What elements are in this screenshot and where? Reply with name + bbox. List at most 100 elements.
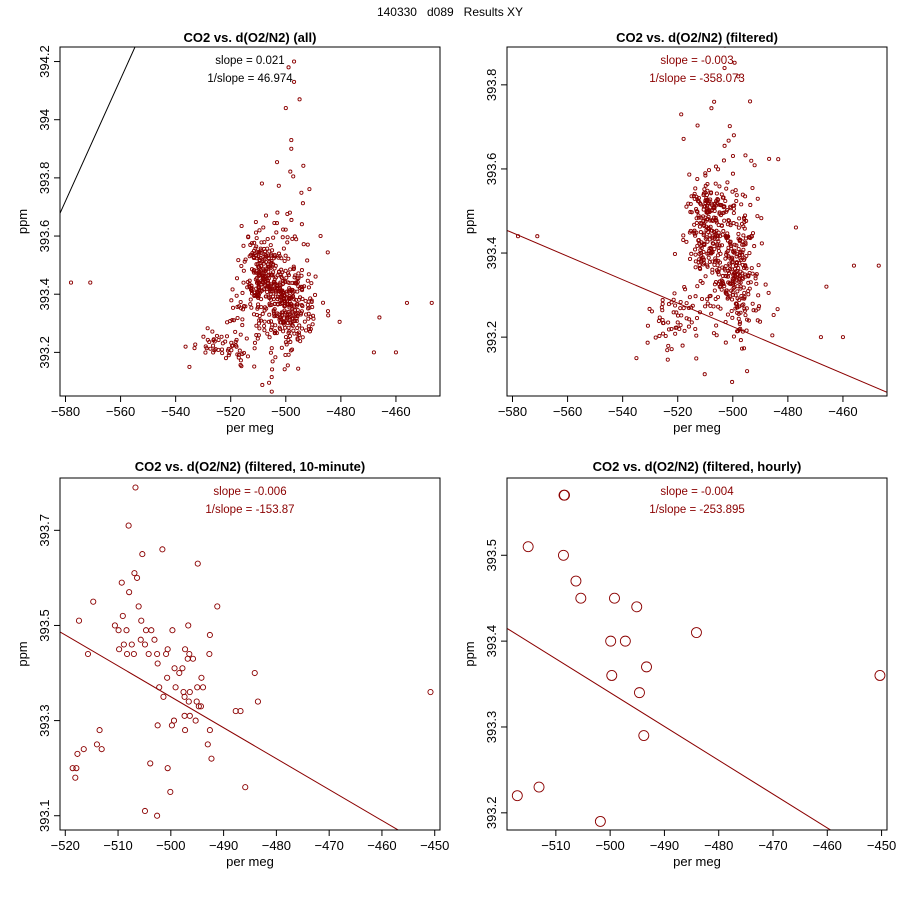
data-point — [194, 560, 201, 567]
data-point — [712, 236, 717, 241]
data-point — [660, 301, 665, 306]
data-point — [684, 239, 689, 244]
data-point — [293, 308, 298, 313]
data-point — [269, 282, 274, 287]
data-point — [702, 372, 707, 377]
data-point — [223, 356, 229, 361]
data-point — [310, 305, 315, 310]
slope-annotation: slope = -0.003 — [660, 55, 733, 67]
data-point — [164, 674, 171, 681]
data-point — [254, 280, 260, 285]
data-point — [249, 291, 255, 296]
data-point — [734, 243, 739, 248]
data-point — [257, 272, 262, 277]
data-point — [733, 293, 738, 298]
data-point — [709, 311, 714, 316]
data-point — [265, 289, 270, 295]
data-point — [737, 216, 742, 221]
data-point — [237, 708, 244, 715]
data-point — [634, 687, 645, 699]
data-point — [776, 157, 781, 162]
data-point — [265, 331, 270, 336]
data-point — [743, 236, 748, 241]
data-point — [172, 684, 179, 691]
data-point — [724, 186, 729, 191]
data-point — [269, 346, 274, 351]
data-point — [711, 331, 716, 336]
data-point — [242, 259, 247, 264]
data-point — [256, 250, 261, 255]
data-point — [169, 627, 176, 634]
data-point — [750, 271, 755, 276]
data-point — [194, 684, 201, 691]
x-tick-label: −520 — [663, 404, 692, 419]
data-point — [535, 234, 540, 239]
data-point — [720, 232, 725, 237]
data-point — [234, 344, 239, 349]
data-point — [666, 343, 671, 348]
data-point — [337, 319, 342, 324]
chart-title: CO2 vs. d(O2/N2) (filtered, hourly) — [593, 459, 802, 474]
data-point — [752, 163, 757, 168]
data-point — [259, 240, 264, 245]
x-tick-label: −490 — [209, 838, 238, 853]
data-point — [205, 326, 210, 331]
data-point — [326, 313, 331, 318]
data-point — [404, 300, 410, 305]
data-point — [273, 263, 278, 268]
data-point — [283, 340, 288, 345]
data-point — [731, 334, 737, 339]
data-point — [736, 246, 741, 252]
data-point — [299, 311, 304, 316]
data-point — [297, 97, 302, 102]
data-point — [730, 379, 735, 385]
data-point — [240, 323, 245, 328]
data-point — [181, 712, 188, 719]
data-point — [84, 650, 92, 658]
data-point — [186, 712, 193, 719]
data-point — [299, 430, 302, 433]
data-point — [214, 603, 221, 610]
data-point — [703, 215, 708, 220]
data-point — [732, 60, 737, 65]
data-point — [268, 327, 274, 332]
data-point — [695, 243, 700, 248]
data-point — [236, 258, 241, 263]
data-point — [262, 323, 267, 329]
data-point — [139, 551, 146, 558]
data-point — [686, 305, 691, 311]
plot-area — [60, 47, 434, 433]
fit-line — [507, 627, 832, 830]
data-point — [141, 807, 149, 815]
data-point — [198, 674, 205, 681]
x-tick-label: −510 — [541, 838, 570, 853]
data-point — [305, 302, 310, 307]
data-point — [793, 225, 798, 230]
data-point — [682, 284, 687, 290]
data-point — [300, 304, 305, 309]
data-point — [693, 265, 698, 270]
data-point — [742, 264, 747, 269]
data-point — [702, 231, 707, 236]
data-point — [267, 303, 272, 308]
data-point — [714, 233, 719, 238]
data-point — [746, 288, 751, 294]
data-point — [684, 316, 689, 321]
data-point — [293, 273, 298, 278]
data-point — [69, 765, 76, 772]
data-point — [876, 263, 881, 268]
data-point — [741, 285, 746, 290]
data-point — [285, 240, 290, 245]
data-point — [749, 266, 754, 271]
data-point — [230, 305, 236, 310]
x-tick-label: −470 — [758, 838, 787, 853]
data-point — [558, 549, 569, 561]
data-point — [679, 112, 684, 117]
data-point — [705, 264, 710, 269]
data-point — [252, 364, 257, 369]
data-point — [259, 282, 264, 287]
data-point — [660, 331, 666, 336]
data-point — [269, 375, 274, 380]
data-point — [696, 215, 701, 220]
data-point — [287, 281, 292, 286]
